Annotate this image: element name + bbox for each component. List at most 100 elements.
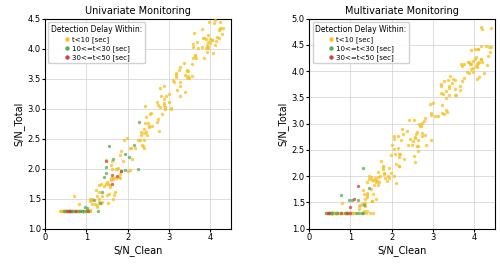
Point [181, 73, 189, 77]
Point [160, 84, 168, 88]
Point [428, 113, 436, 117]
Point [88, 202, 96, 206]
Point [328, 211, 336, 215]
Point [439, 92, 447, 96]
Point [381, 176, 389, 180]
Point [359, 166, 367, 170]
Point [366, 186, 374, 190]
Point [188, 61, 196, 66]
Point [183, 76, 191, 81]
Point [118, 169, 126, 173]
Point [396, 155, 404, 159]
Point [486, 26, 494, 30]
Point [70, 209, 78, 213]
Point [208, 38, 216, 42]
Point [470, 69, 478, 74]
Point [202, 37, 210, 41]
Point [412, 135, 420, 139]
Point [184, 68, 192, 73]
Point [94, 209, 102, 213]
Point [74, 209, 82, 213]
Point [136, 137, 144, 142]
Point [125, 155, 133, 159]
Point [452, 78, 460, 82]
Point [362, 180, 370, 184]
Point [176, 68, 184, 73]
Point [204, 43, 212, 47]
Point [72, 209, 80, 213]
Point [154, 117, 162, 121]
Point [464, 60, 471, 65]
Point [442, 108, 450, 113]
Point [84, 209, 92, 213]
Point [370, 183, 378, 187]
Point [65, 209, 73, 213]
Point [165, 92, 173, 96]
Point [472, 55, 480, 59]
Point [68, 209, 76, 213]
Point [147, 111, 155, 115]
Point [75, 209, 83, 213]
Point [189, 42, 197, 47]
Point [476, 24, 484, 29]
Point [104, 180, 112, 184]
Point [468, 66, 476, 70]
Point [485, 45, 493, 49]
Point [58, 209, 66, 213]
Point [102, 193, 110, 197]
Point [390, 134, 398, 138]
Point [394, 134, 402, 138]
Point [341, 211, 349, 215]
Point [434, 114, 442, 118]
Point [328, 211, 336, 215]
Point [361, 204, 369, 208]
Point [372, 178, 380, 182]
Point [75, 209, 83, 213]
Point [140, 127, 147, 131]
Point [390, 137, 398, 141]
Point [410, 118, 418, 122]
Point [418, 131, 426, 135]
Point [95, 190, 103, 194]
Point [326, 211, 334, 215]
Point [358, 211, 366, 215]
Point [96, 183, 104, 187]
Point [355, 211, 363, 215]
Point [330, 211, 338, 215]
Point [93, 203, 101, 207]
Point [346, 211, 354, 215]
Point [483, 63, 491, 67]
Point [414, 130, 422, 134]
Point [170, 80, 177, 84]
Point [380, 172, 388, 176]
Point [144, 121, 152, 125]
Point [404, 118, 412, 122]
Point [343, 211, 351, 215]
Point [109, 176, 117, 180]
Point [378, 167, 386, 171]
Point [373, 178, 381, 183]
Point [344, 211, 352, 215]
Point [422, 143, 430, 147]
Point [108, 163, 116, 168]
Point [66, 209, 74, 213]
Point [82, 206, 90, 210]
Point [375, 180, 383, 184]
Point [156, 86, 164, 91]
Point [114, 166, 122, 170]
Point [342, 211, 350, 215]
Point [337, 211, 345, 215]
Point [437, 82, 445, 86]
Point [451, 93, 459, 97]
X-axis label: S/N_Clean: S/N_Clean [114, 245, 162, 256]
Point [473, 77, 481, 81]
Point [68, 209, 76, 213]
Point [324, 211, 332, 215]
Point [216, 19, 224, 24]
Point [348, 198, 356, 202]
Point [426, 102, 434, 106]
Point [360, 203, 368, 207]
Point [330, 211, 338, 215]
Point [431, 114, 439, 118]
Point [429, 101, 437, 105]
